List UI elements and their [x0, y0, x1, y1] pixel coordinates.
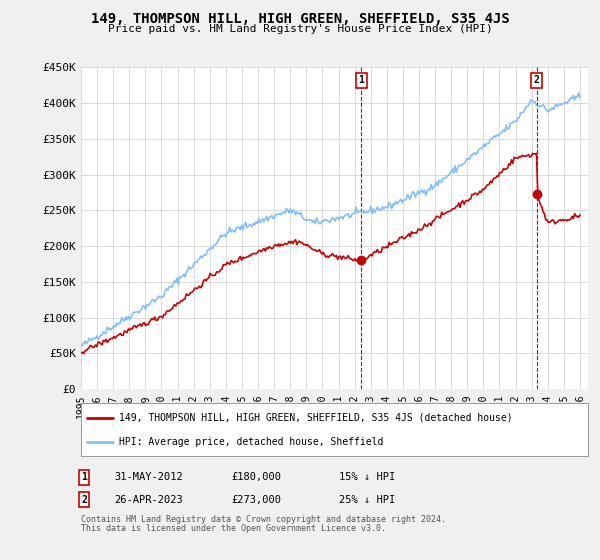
Text: 25% ↓ HPI: 25% ↓ HPI	[339, 494, 395, 505]
Text: 15% ↓ HPI: 15% ↓ HPI	[339, 472, 395, 482]
Text: 2: 2	[534, 75, 540, 85]
Text: 149, THOMPSON HILL, HIGH GREEN, SHEFFIELD, S35 4JS (detached house): 149, THOMPSON HILL, HIGH GREEN, SHEFFIEL…	[119, 413, 512, 423]
Text: 1: 1	[358, 75, 364, 85]
Text: HPI: Average price, detached house, Sheffield: HPI: Average price, detached house, Shef…	[119, 437, 383, 447]
Text: Contains HM Land Registry data © Crown copyright and database right 2024.: Contains HM Land Registry data © Crown c…	[81, 515, 446, 524]
Text: £180,000: £180,000	[231, 472, 281, 482]
Text: £273,000: £273,000	[231, 494, 281, 505]
Text: 2: 2	[81, 494, 87, 505]
Text: This data is licensed under the Open Government Licence v3.0.: This data is licensed under the Open Gov…	[81, 524, 386, 533]
Text: Price paid vs. HM Land Registry's House Price Index (HPI): Price paid vs. HM Land Registry's House …	[107, 24, 493, 34]
Text: 31-MAY-2012: 31-MAY-2012	[114, 472, 183, 482]
Text: 1: 1	[81, 472, 87, 482]
Text: 149, THOMPSON HILL, HIGH GREEN, SHEFFIELD, S35 4JS: 149, THOMPSON HILL, HIGH GREEN, SHEFFIEL…	[91, 12, 509, 26]
Text: 26-APR-2023: 26-APR-2023	[114, 494, 183, 505]
